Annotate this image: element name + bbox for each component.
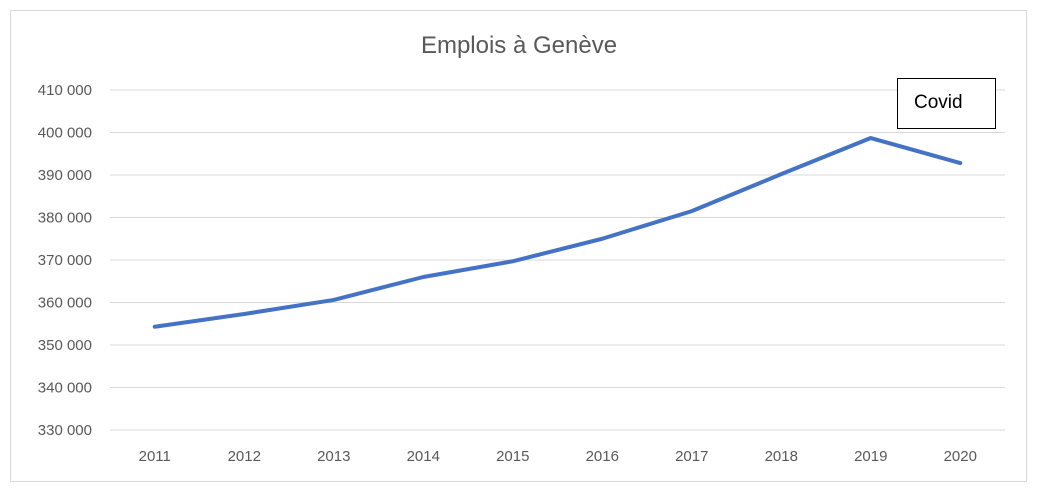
x-tick-label: 2012: [228, 448, 261, 465]
y-tick-label: 350 000: [38, 337, 92, 354]
x-tick-label: 2013: [317, 448, 350, 465]
covid-annotation-box: Covid: [897, 78, 996, 129]
x-tick-label: 2016: [586, 448, 619, 465]
gridlines: [110, 89, 1005, 431]
y-tick-label: 370 000: [38, 252, 92, 269]
x-tick-label: 2020: [944, 448, 977, 465]
y-tick-label: 400 000: [38, 125, 92, 142]
chart-frame: [10, 10, 1027, 482]
y-tick-label: 380 000: [38, 210, 92, 227]
y-tick-label: 390 000: [38, 167, 92, 184]
chart-title: Emplois à Genève: [420, 32, 618, 59]
x-tick-label: 2011: [139, 448, 171, 465]
y-tick-label: 340 000: [38, 380, 92, 397]
x-tick-label: 2018: [765, 448, 798, 465]
series-line: [152, 136, 963, 329]
x-tick-label: 2014: [407, 448, 440, 465]
y-tick-label: 330 000: [38, 422, 92, 439]
series-layer: [152, 136, 963, 329]
covid-annotation-label: Covid: [914, 92, 963, 113]
x-tick-label: 2017: [675, 448, 708, 465]
y-tick-label: 410 000: [38, 82, 92, 99]
y-tick-label: 360 000: [38, 295, 92, 312]
x-tick-label: 2019: [854, 448, 887, 465]
y-axis-tick-labels: 330 000 340 000 350 000 360 000 370 000 380 0…: [38, 82, 92, 439]
x-tick-label: 2015: [496, 448, 529, 465]
x-axis-tick-labels: 2011 2012 2013 2014 2015 2016 2017 2018 2019 2020: [139, 448, 977, 465]
